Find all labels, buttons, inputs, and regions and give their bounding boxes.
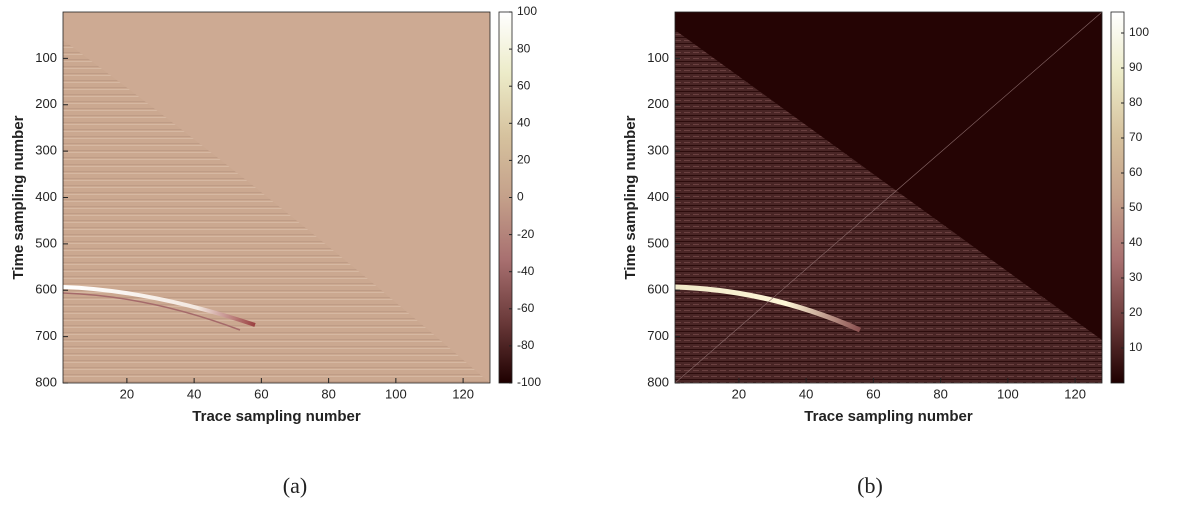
- x-tick-label: 20: [732, 386, 746, 401]
- y-axis-label: Time sampling number: [622, 115, 639, 279]
- colorbar-tick-label: 20: [1129, 305, 1143, 319]
- y-tick-label: 400: [647, 189, 669, 204]
- colorbar-tick-label: 60: [517, 78, 531, 92]
- colorbar-tick-label: 10: [1129, 340, 1143, 354]
- caption: (a): [283, 473, 307, 498]
- colorbar-tick-label: 0: [517, 190, 524, 204]
- y-tick-label: 200: [35, 96, 57, 111]
- colorbar-tick-label: 40: [1129, 235, 1143, 249]
- x-tick-label: 60: [866, 386, 880, 401]
- x-tick-label: 20: [120, 386, 134, 401]
- y-tick-label: 600: [35, 282, 57, 297]
- y-tick-label: 600: [647, 282, 669, 297]
- colorbar-tick-label: 40: [517, 115, 531, 129]
- y-tick-label: 100: [35, 50, 57, 65]
- colorbar: [1110, 11, 1125, 384]
- y-tick-label: 700: [647, 328, 669, 343]
- heatmap-image: [62, 12, 490, 383]
- colorbar-tick-label: 100: [517, 4, 537, 18]
- y-tick-label: 800: [647, 374, 669, 389]
- colorbar-tick-label: 30: [1129, 270, 1143, 284]
- caption: (b): [857, 473, 883, 498]
- x-tick-label: 40: [187, 386, 201, 401]
- y-tick-label: 100: [647, 50, 669, 65]
- y-tick-label: 300: [647, 143, 669, 158]
- x-tick-label: 40: [799, 386, 813, 401]
- colorbar-tick-label: 90: [1129, 60, 1143, 74]
- x-tick-label: 80: [933, 386, 947, 401]
- colorbar-tick-label: 50: [1129, 200, 1143, 214]
- colorbar-tick-label: -60: [517, 301, 535, 315]
- y-tick-label: 500: [647, 235, 669, 250]
- colorbar-tick-label: 100: [1129, 25, 1149, 39]
- y-tick-label: 300: [35, 143, 57, 158]
- x-tick-label: 100: [997, 386, 1019, 401]
- colorbar-tick-label: -20: [517, 227, 535, 241]
- y-tick-label: 400: [35, 189, 57, 204]
- x-axis-label: Trace sampling number: [804, 408, 973, 425]
- colorbar-tick-label: 80: [517, 41, 531, 55]
- y-tick-label: 700: [35, 328, 57, 343]
- x-tick-label: 80: [321, 386, 335, 401]
- colorbar-tick-label: -80: [517, 338, 535, 352]
- colorbar-tick-label: -40: [517, 264, 535, 278]
- colorbar-tick-label: 60: [1129, 165, 1143, 179]
- y-tick-label: 200: [647, 96, 669, 111]
- x-tick-label: 60: [254, 386, 268, 401]
- x-tick-label: 120: [452, 386, 474, 401]
- colorbar-tick-label: 80: [1129, 95, 1143, 109]
- heatmap-image: [674, 11, 1103, 384]
- x-axis-label: Trace sampling number: [192, 408, 361, 425]
- colorbar-tick-label: -100: [517, 375, 541, 389]
- colorbar-tick-label: 70: [1129, 130, 1143, 144]
- colorbar-tick-label: 20: [517, 153, 531, 167]
- y-axis-label: Time sampling number: [10, 115, 27, 279]
- x-tick-label: 100: [385, 386, 407, 401]
- y-tick-label: 500: [35, 235, 57, 250]
- x-tick-label: 120: [1064, 386, 1086, 401]
- y-tick-label: 800: [35, 374, 57, 389]
